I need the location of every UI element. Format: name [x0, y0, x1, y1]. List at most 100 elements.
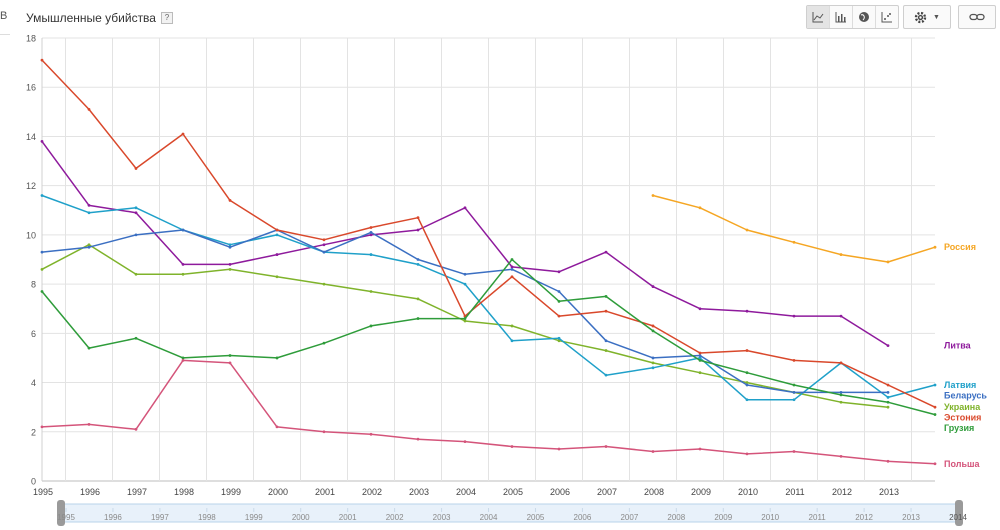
- data-point: [886, 344, 890, 348]
- data-point: [228, 354, 232, 357]
- data-point: [416, 228, 420, 232]
- x-tick-label: 2006: [550, 487, 570, 497]
- timeline-start-handle[interactable]: [57, 500, 65, 526]
- data-point: [40, 267, 44, 271]
- data-point: [322, 243, 326, 247]
- chevron-down-icon: ▼: [933, 13, 940, 21]
- series-label: Грузия: [944, 423, 974, 433]
- data-point: [698, 351, 702, 355]
- data-point: [275, 233, 279, 237]
- data-point: [275, 228, 279, 232]
- data-point: [651, 324, 655, 328]
- data-point: [40, 58, 44, 62]
- timeline-year-label: 2001: [339, 513, 357, 522]
- map-view-button[interactable]: [853, 6, 876, 28]
- data-point: [369, 290, 373, 293]
- data-point: [792, 398, 796, 402]
- data-point: [698, 206, 702, 210]
- data-point: [181, 132, 185, 136]
- series-8: [40, 359, 937, 466]
- data-point: [745, 381, 749, 384]
- data-point: [886, 383, 890, 387]
- x-tick-label: 2010: [738, 487, 758, 497]
- data-point: [792, 383, 796, 387]
- data-point: [228, 243, 232, 247]
- data-point: [745, 228, 749, 232]
- chart-header: Умышленные убийства ?: [26, 8, 173, 28]
- line-chart-button[interactable]: [807, 6, 830, 28]
- data-point: [557, 336, 561, 340]
- series-1: [651, 194, 937, 264]
- data-point: [416, 258, 420, 261]
- data-point: [651, 329, 655, 333]
- data-point: [839, 253, 843, 256]
- data-point: [886, 405, 890, 409]
- y-tick-label: 16: [26, 83, 36, 93]
- data-point: [745, 349, 749, 352]
- timeline-end-handle[interactable]: [955, 500, 963, 526]
- x-tick-label: 1996: [80, 487, 100, 497]
- data-point: [792, 450, 796, 453]
- series-line: [41, 258, 936, 416]
- x-tick-label: 2001: [315, 487, 335, 497]
- data-point: [369, 231, 373, 234]
- panel-edge-divider: [0, 34, 10, 35]
- data-point: [87, 346, 91, 350]
- gear-icon: [914, 11, 927, 23]
- data-point: [651, 285, 655, 288]
- data-point: [275, 425, 279, 429]
- link-button[interactable]: [958, 5, 996, 29]
- data-point: [933, 405, 937, 409]
- data-point: [933, 462, 937, 466]
- timeline-year-label: 2013: [902, 513, 920, 522]
- x-tick-label: 2011: [785, 487, 804, 497]
- data-point: [886, 459, 890, 463]
- help-button[interactable]: ?: [160, 12, 173, 24]
- settings-button[interactable]: ▼: [903, 5, 951, 29]
- timeline-year-label: 2012: [855, 513, 873, 522]
- data-point: [557, 447, 561, 451]
- data-point: [839, 454, 843, 458]
- data-point: [839, 314, 843, 318]
- data-point: [557, 270, 561, 274]
- scatter-chart-button[interactable]: [876, 6, 898, 28]
- x-tick-label: 2002: [362, 487, 382, 497]
- data-point: [933, 413, 937, 416]
- data-point: [510, 267, 514, 271]
- bar-chart-icon: [835, 12, 846, 23]
- data-point: [792, 391, 796, 394]
- data-point: [510, 324, 514, 328]
- timeline-year-label: 2009: [714, 513, 732, 522]
- data-point: [745, 371, 749, 375]
- data-point: [651, 194, 655, 197]
- data-point: [134, 211, 138, 215]
- data-point: [792, 314, 796, 318]
- line-chart-icon: [812, 12, 824, 23]
- data-point: [933, 383, 937, 387]
- data-point: [322, 430, 326, 434]
- chart-type-toolbar: [806, 5, 899, 29]
- data-point: [369, 324, 373, 328]
- y-tick-label: 18: [26, 34, 36, 44]
- bar-chart-button[interactable]: [830, 6, 853, 28]
- data-point: [416, 297, 420, 301]
- data-point: [745, 383, 749, 387]
- data-point: [87, 243, 91, 247]
- data-point: [134, 167, 138, 170]
- data-point: [322, 282, 326, 286]
- x-tick-label: 2012: [832, 487, 852, 497]
- data-point: [275, 253, 279, 256]
- data-point: [557, 299, 561, 303]
- panel-edge-glyph: B: [0, 10, 8, 22]
- data-point: [181, 263, 185, 266]
- x-tick-label: 1998: [174, 487, 194, 497]
- data-point: [886, 260, 890, 264]
- series-line: [41, 359, 936, 465]
- data-point: [933, 245, 937, 249]
- x-tick-label: 2008: [644, 487, 664, 497]
- data-point: [698, 354, 702, 357]
- data-point: [275, 356, 279, 360]
- data-point: [839, 361, 843, 365]
- y-tick-label: 0: [31, 477, 36, 487]
- grid-lines: [41, 37, 935, 482]
